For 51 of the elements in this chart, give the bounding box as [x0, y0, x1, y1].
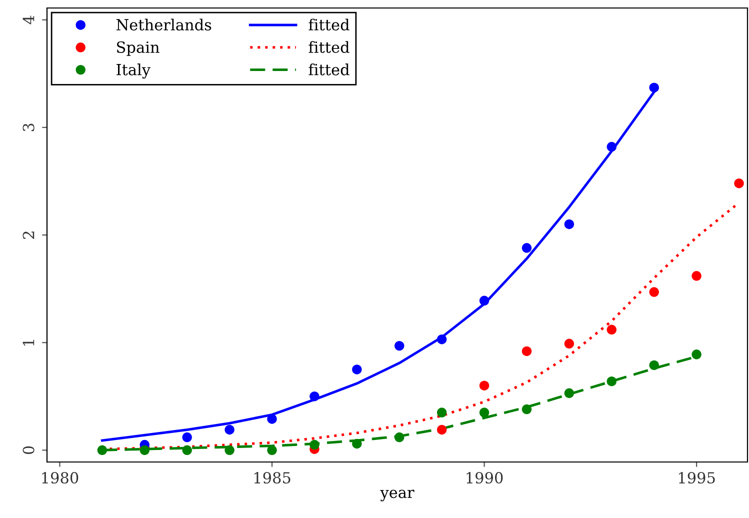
y-tick-label: 1	[22, 340, 34, 346]
point	[436, 424, 447, 435]
point	[564, 219, 574, 230]
legend-label: Netherlands	[116, 18, 212, 31]
legend-label: Italy	[116, 64, 151, 79]
point	[182, 432, 192, 442]
legend-label: fitted	[308, 18, 350, 31]
point	[436, 334, 447, 344]
point	[267, 445, 277, 456]
legend-label: Spain	[117, 41, 160, 56]
point	[182, 445, 192, 456]
legend-label: fitted	[308, 64, 350, 76]
point	[479, 408, 490, 418]
point	[436, 408, 447, 418]
point	[649, 287, 659, 297]
point	[394, 340, 404, 351]
point	[564, 388, 574, 398]
x-tick-label: 1995	[678, 472, 715, 484]
point	[267, 414, 277, 424]
point	[352, 438, 362, 449]
point	[692, 271, 702, 281]
point	[224, 424, 234, 435]
x-axis-title: year	[380, 490, 414, 502]
x-tick-label: 1980	[42, 472, 78, 484]
x-tick-label: 1985	[254, 472, 290, 484]
y-tick-label: 3	[22, 124, 34, 132]
point	[394, 432, 404, 442]
y-tick-label: 2	[22, 232, 34, 239]
point	[734, 178, 744, 188]
legend-label: fitted	[308, 41, 350, 53]
point	[479, 380, 490, 390]
point	[310, 440, 320, 450]
point	[649, 360, 659, 370]
point	[692, 350, 702, 360]
point	[564, 338, 574, 349]
x-tick-label: 1990	[466, 472, 503, 484]
y-tick-label: 4	[22, 16, 34, 24]
y-tick-label: 0	[22, 446, 34, 454]
point	[97, 445, 108, 456]
point	[606, 142, 617, 152]
point	[140, 445, 150, 456]
point	[522, 404, 532, 414]
point	[479, 296, 490, 306]
point	[352, 364, 362, 374]
point	[310, 392, 320, 402]
point	[649, 82, 659, 92]
point	[606, 324, 617, 335]
point	[224, 445, 234, 456]
point	[522, 346, 532, 356]
point	[522, 243, 532, 253]
point	[606, 376, 617, 386]
